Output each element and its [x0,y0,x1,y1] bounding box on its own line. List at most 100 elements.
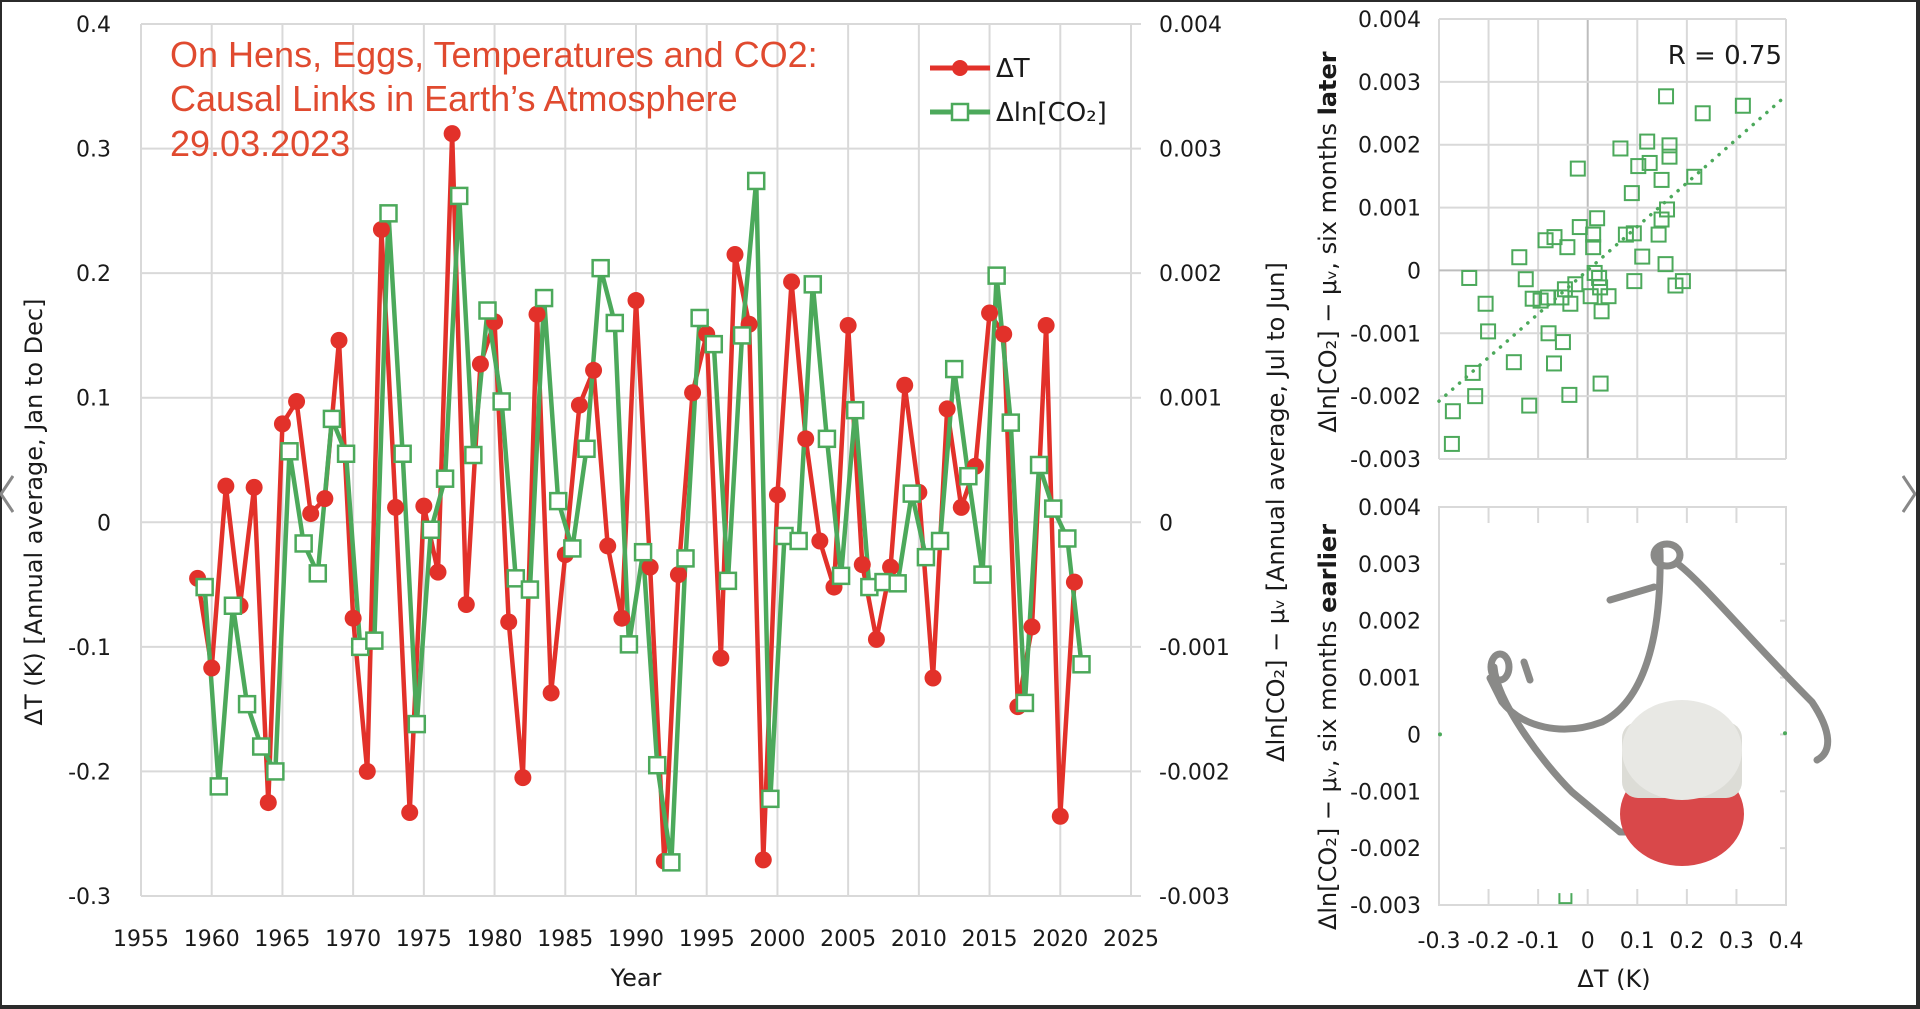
data-point-co2 [407,714,427,734]
y-title-bold: later [1314,51,1342,115]
scatter-earlier-x-axis-title: ΔT (K) [1577,965,1650,993]
scatter-point [1626,273,1643,290]
data-point-co2 [280,442,299,461]
data-point-delta-t [500,613,518,631]
data-point-delta-t [867,630,885,648]
data-point-co2 [944,359,964,379]
scatter-point [1585,226,1602,243]
x-tick-label: -0.2 [1467,929,1510,954]
scatter-point [1623,185,1640,202]
x-tick-label: 2010 [891,927,947,952]
scatter-point [1443,435,1460,452]
trend-end-dot [1438,732,1442,737]
y-tick-label: 0.004 [1358,8,1421,33]
data-point-delta-t [217,477,235,495]
data-point-delta-t [599,537,617,555]
data-point-delta-t [457,596,475,614]
scatter-earlier-y-axis-title: Δln[CO₂] − μᵥ, six months earlier [1314,524,1342,930]
scatter-point [1650,226,1667,243]
y-tick-label: 0.1 [76,387,111,412]
scatter-point [1511,249,1528,266]
next-slide-button[interactable] [1901,474,1917,514]
scatter-point [1559,239,1576,256]
x-tick-label: 0 [1581,929,1595,954]
data-point-co2 [690,308,709,328]
data-point-delta-t [768,486,786,504]
trend-end-dot [1783,731,1787,736]
y2-tick-label: 0.004 [1159,13,1222,38]
plot-frame [1438,506,1787,906]
scatter-point [1661,137,1678,154]
scatter-point [1592,279,1609,296]
data-point-co2 [379,204,398,223]
scatter-earlier-x-ticks: -0.3 -0.2 -0.1 0 0.1 0.2 0.3 0.4 [1418,929,1804,954]
previous-slide-button[interactable] [0,474,15,514]
y-tick-label: 0.001 [1358,667,1421,692]
data-point-co2 [1015,693,1035,713]
data-point-co2 [676,549,695,568]
stopper-cap-top [1622,700,1742,800]
data-point-delta-t [853,556,871,574]
data-point-co2 [902,484,922,503]
data-point-co2 [421,520,441,540]
y2-tick-label: -0.002 [1159,760,1230,785]
bottle-stopper-clasp-image [1486,540,1832,866]
x-tick-label: 1995 [679,927,735,952]
data-point-delta-t [839,316,857,334]
data-point-delta-t [952,498,970,516]
y-tick-label: 0.3 [76,138,111,163]
scatter-point [1546,355,1563,372]
y2-tick-label: 0.002 [1159,262,1222,287]
scatter-point [1630,158,1647,175]
chevron-right-icon [1901,475,1917,513]
data-point-co2 [266,762,285,781]
data-point-co2 [237,694,257,714]
data-point-co2 [577,439,596,459]
data-point-co2 [619,635,639,654]
y-tick-label: 0 [1407,259,1421,284]
data-point-delta-t [387,498,405,516]
scatter-point [1585,239,1602,256]
data-point-co2 [1029,455,1049,475]
scatter-point [1612,140,1629,157]
scatter-point [1634,248,1651,265]
data-point-co2 [831,566,851,586]
scatter-point [1444,403,1461,420]
data-point-co2 [534,288,554,308]
data-point-delta-t [471,355,489,373]
data-point-delta-t [712,649,730,667]
data-point-delta-t [938,400,956,418]
data-point-co2 [209,777,229,796]
data-point-delta-t [896,376,914,394]
data-point-delta-t [570,396,588,414]
scatter-later-y-axis-title: Δln[CO₂] − μᵥ, six months later [1314,51,1342,432]
scatter-point [1592,375,1609,392]
main-y-axis-title: ΔT (K) [Annual average, Jan to Dec] [20,299,48,726]
y-tick-label: -0.001 [1350,322,1421,347]
y-tick-label: 0.003 [1358,553,1421,578]
scatter-point [1658,88,1675,105]
data-point-co2 [478,301,497,320]
scatter-point [1625,225,1642,242]
scatter-point [1657,256,1674,273]
scatter-point [1659,201,1676,218]
scatter-earlier-frame [1438,506,1787,906]
data-point-co2 [492,392,511,411]
data-point-co2 [732,326,752,345]
y-tick-label: -0.002 [1350,385,1421,410]
data-point-co2 [817,429,837,449]
data-point-delta-t [585,361,603,379]
chart-title: On Hens, Eggs, Temperatures and CO2: Cau… [170,34,818,164]
data-point-delta-t [811,532,829,550]
data-point-delta-t [1023,618,1041,636]
wire-clasp-icon [1486,540,1832,836]
x-tick-label: 1985 [537,927,593,952]
data-point-co2 [435,469,455,488]
data-point-co2 [308,564,328,583]
scatter-point [1537,232,1554,249]
data-point-co2 [1001,413,1021,432]
data-point-co2 [322,409,342,429]
y2-tick-label: -0.001 [1159,636,1230,661]
y-tick-label: 0 [1407,723,1421,748]
data-point-co2 [916,547,936,567]
